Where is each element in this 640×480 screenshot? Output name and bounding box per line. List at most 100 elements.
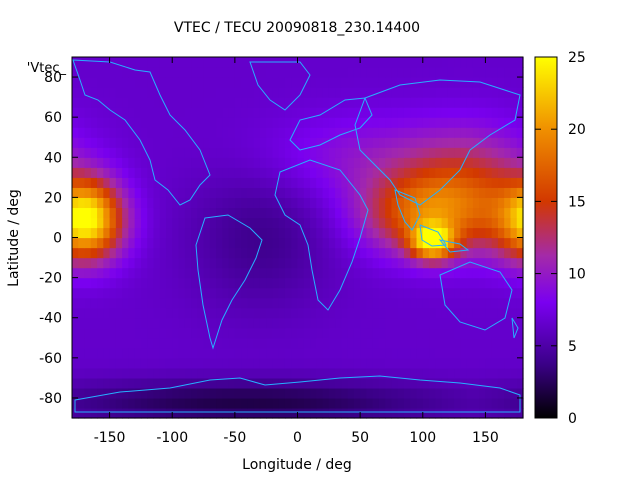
heatmap-cell (422, 77, 430, 88)
heatmap-cell (122, 107, 129, 118)
heatmap-cell (209, 147, 217, 158)
heatmap-cell (153, 377, 161, 389)
heatmap-cell (266, 337, 274, 349)
heatmap-cell (122, 67, 129, 78)
heatmap-cell (97, 307, 104, 319)
heatmap-cell (203, 397, 211, 409)
heatmap-cell (159, 297, 167, 309)
heatmap-cell (272, 387, 280, 399)
heatmap-cell (322, 57, 330, 68)
heatmap-cell (397, 87, 405, 98)
heatmap-cell (228, 67, 236, 78)
heatmap-cell (153, 257, 161, 269)
heatmap-cell (397, 367, 405, 379)
heatmap-cell (140, 377, 148, 389)
heatmap-cell (435, 117, 443, 128)
heatmap-cell (303, 127, 311, 138)
heatmap-cell (72, 327, 79, 339)
heatmap-cell (310, 327, 317, 339)
heatmap-cell (510, 127, 518, 138)
heatmap-cell (134, 297, 142, 309)
heatmap-cell (310, 247, 317, 259)
heatmap-cell (516, 167, 524, 178)
heatmap-cell (90, 227, 98, 239)
heatmap-cell (272, 407, 280, 419)
heatmap-cell (322, 267, 330, 279)
heatmap-cell (172, 97, 180, 108)
heatmap-cell (372, 67, 380, 78)
heatmap-cell (272, 197, 280, 209)
heatmap-cell (234, 397, 242, 409)
heatmap-cell (222, 97, 230, 108)
heatmap-cell (447, 377, 455, 389)
heatmap-cell (103, 327, 111, 339)
heatmap-cell (147, 137, 155, 148)
heatmap-cell (165, 407, 173, 419)
heatmap-cell (234, 207, 242, 219)
heatmap-cell (347, 317, 355, 329)
heatmap-cell (328, 147, 336, 158)
heatmap-cell (291, 157, 299, 168)
heatmap-cell (466, 297, 474, 309)
heatmap-cell (159, 367, 167, 379)
heatmap-cell (253, 257, 261, 269)
heatmap-cell (497, 347, 505, 359)
heatmap-cell (153, 267, 161, 279)
heatmap-cell (234, 277, 242, 289)
heatmap-cell (278, 147, 286, 158)
heatmap-cell (422, 57, 430, 68)
heatmap-cell (435, 167, 443, 178)
heatmap-cell (234, 137, 242, 148)
heatmap-cell (234, 117, 242, 128)
heatmap-cell (322, 127, 330, 138)
heatmap-cell (385, 57, 393, 68)
heatmap-cell (310, 387, 317, 399)
heatmap-cell (360, 187, 367, 198)
heatmap-cell (216, 77, 223, 88)
heatmap-cell (303, 397, 311, 409)
heatmap-cell (391, 367, 399, 379)
heatmap-cell (447, 267, 455, 279)
heatmap-cell (128, 247, 136, 259)
heatmap-cell (216, 257, 223, 269)
heatmap-cell (454, 127, 461, 138)
heatmap-cell (272, 177, 280, 188)
heatmap-cell (109, 327, 117, 339)
heatmap-cell (216, 167, 223, 178)
heatmap-cell (253, 137, 261, 148)
heatmap-cell (128, 357, 136, 369)
heatmap-cell (115, 177, 123, 188)
heatmap-cell (510, 277, 518, 289)
heatmap-cell (172, 117, 180, 128)
heatmap-cell (410, 57, 418, 68)
heatmap-cell (497, 137, 505, 148)
x-tick-label: 50 (351, 430, 369, 446)
heatmap-cell (441, 347, 449, 359)
heatmap-cell (266, 107, 274, 118)
heatmap-cell (134, 267, 142, 279)
heatmap-cell (316, 247, 324, 259)
heatmap-cell (147, 357, 155, 369)
heatmap-cell (115, 397, 123, 409)
heatmap-cell (416, 297, 424, 309)
heatmap-cell (479, 127, 487, 138)
heatmap-cell (422, 337, 430, 349)
heatmap-cell (447, 67, 455, 78)
heatmap-cell (303, 217, 311, 229)
heatmap-cell (366, 167, 374, 178)
heatmap-cell (497, 67, 505, 78)
heatmap-cell (460, 337, 468, 349)
heatmap-cell (197, 267, 205, 279)
heatmap-cell (435, 97, 443, 108)
heatmap-cell (372, 387, 380, 399)
heatmap-cell (272, 227, 280, 239)
heatmap-cell (429, 277, 436, 289)
heatmap-cell (291, 147, 299, 158)
heatmap-cell (447, 277, 455, 289)
heatmap-cell (391, 357, 399, 369)
heatmap-cell (422, 267, 430, 279)
heatmap-cell (272, 397, 280, 409)
heatmap-cell (397, 117, 405, 128)
heatmap-cell (109, 407, 117, 419)
